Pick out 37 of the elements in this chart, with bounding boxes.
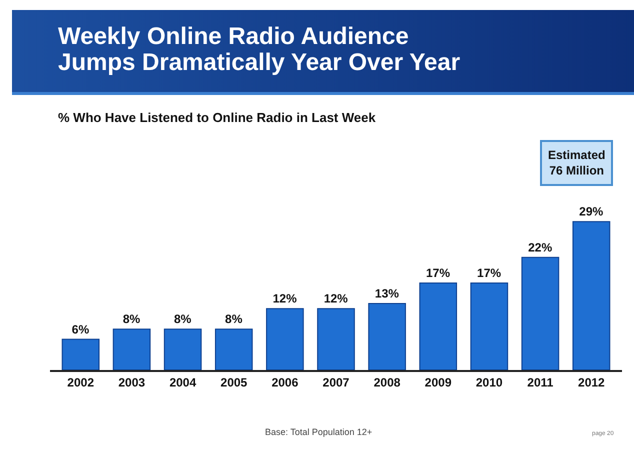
data-label: 17% [426, 266, 450, 280]
x-tick-label: 2012 [578, 375, 606, 390]
bar [62, 338, 100, 370]
bar [470, 282, 508, 370]
bar [419, 282, 458, 370]
data-label: 12% [272, 292, 298, 306]
x-tick-label: 2007 [322, 375, 350, 390]
data-label: 13% [374, 286, 400, 300]
bar [572, 221, 610, 370]
x-tick-label: 2004 [169, 375, 196, 390]
bar [521, 256, 560, 370]
data-label: 6% [72, 322, 90, 336]
x-tick-label: 2003 [118, 375, 146, 390]
x-tick-label: 2002 [67, 375, 94, 390]
bar [317, 308, 355, 370]
x-tick-label: 2011 [527, 375, 554, 390]
bar [112, 328, 151, 370]
chart-subtitle: % Who Have Listened to Online Radio in Last Week [58, 110, 376, 125]
bar [368, 302, 406, 370]
data-label: 8% [122, 312, 141, 326]
data-label: 12% [324, 292, 348, 306]
text: Base: Total Population 12+ [265, 427, 372, 437]
data-label: 17% [477, 266, 502, 280]
text: Estimated 76 Million [548, 148, 606, 178]
bar [214, 328, 253, 370]
x-tick-label: 2009 [424, 375, 452, 390]
x-tick-label: 2008 [374, 375, 401, 390]
x-tick-label: 2005 [220, 375, 248, 390]
chart-title: Weekly Online Radio Audience Jumps Dramatically Year Over Year [58, 23, 460, 76]
bar [266, 308, 304, 370]
bar [164, 328, 202, 370]
x-tick-label: 2010 [476, 375, 503, 390]
data-label: 22% [528, 240, 552, 254]
x-tick-label: 2006 [272, 375, 299, 390]
data-label: 8% [225, 312, 243, 326]
data-label: 8% [174, 312, 192, 326]
data-label: 29% [579, 204, 604, 219]
